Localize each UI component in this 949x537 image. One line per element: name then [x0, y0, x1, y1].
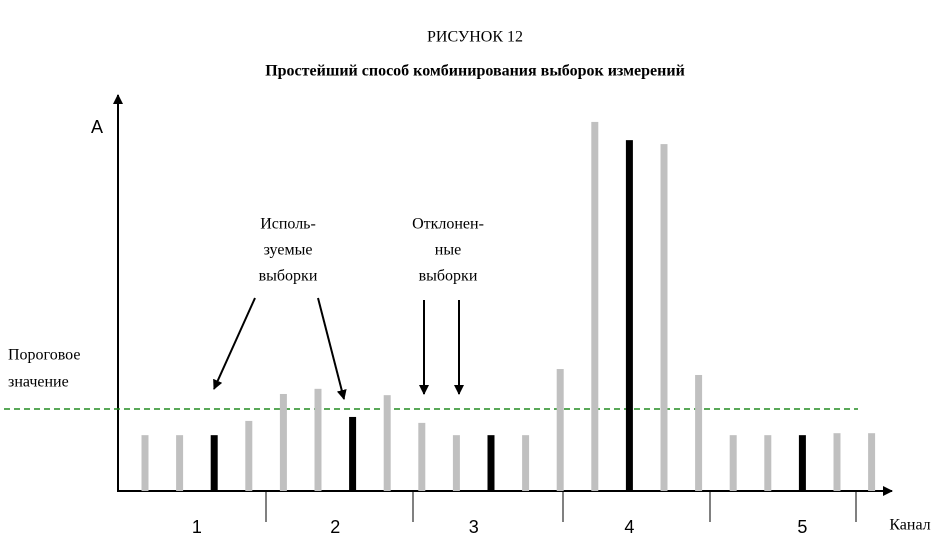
threshold-label: значение — [8, 374, 69, 391]
chart-subtitle: Простейший способ комбинирования выборок… — [265, 63, 685, 80]
y-axis-label: A — [91, 117, 103, 137]
bar — [176, 435, 184, 491]
group-label: 3 — [469, 517, 479, 537]
group-label: 4 — [624, 517, 634, 537]
x-axis-label: Канал — [889, 517, 930, 534]
bar — [279, 393, 287, 491]
annotation: ные — [435, 242, 461, 259]
bar — [418, 422, 426, 491]
bar — [764, 435, 772, 491]
bar — [729, 435, 737, 491]
group-dividers — [265, 491, 857, 522]
group-label: 5 — [797, 517, 807, 537]
bar — [522, 435, 530, 491]
bar — [556, 369, 564, 491]
bar — [383, 395, 391, 491]
bar — [314, 388, 322, 491]
bar — [833, 433, 841, 491]
bar — [695, 374, 703, 491]
arrow — [213, 297, 256, 390]
annotation: выборки — [259, 268, 318, 285]
bar — [625, 140, 633, 492]
annotation: зуемые — [264, 242, 313, 259]
bar — [452, 435, 460, 491]
bar — [487, 435, 495, 491]
threshold-label: Пороговое — [8, 347, 80, 364]
bar — [210, 435, 218, 491]
bar — [868, 433, 876, 491]
bar — [141, 435, 149, 491]
arrows — [213, 297, 464, 400]
bar — [245, 420, 253, 491]
annotation: выборки — [419, 268, 478, 285]
group-label: 2 — [330, 517, 340, 537]
group-label: 1 — [192, 517, 202, 537]
annotation: Исполь- — [260, 216, 316, 233]
bar — [798, 435, 806, 491]
bar — [591, 121, 599, 491]
arrow — [317, 297, 347, 400]
annotation: Отклонен- — [412, 216, 484, 233]
bar — [349, 416, 357, 491]
chart-title: РИСУНОК 12 — [427, 29, 523, 46]
bar — [660, 144, 668, 491]
axes — [113, 94, 893, 496]
